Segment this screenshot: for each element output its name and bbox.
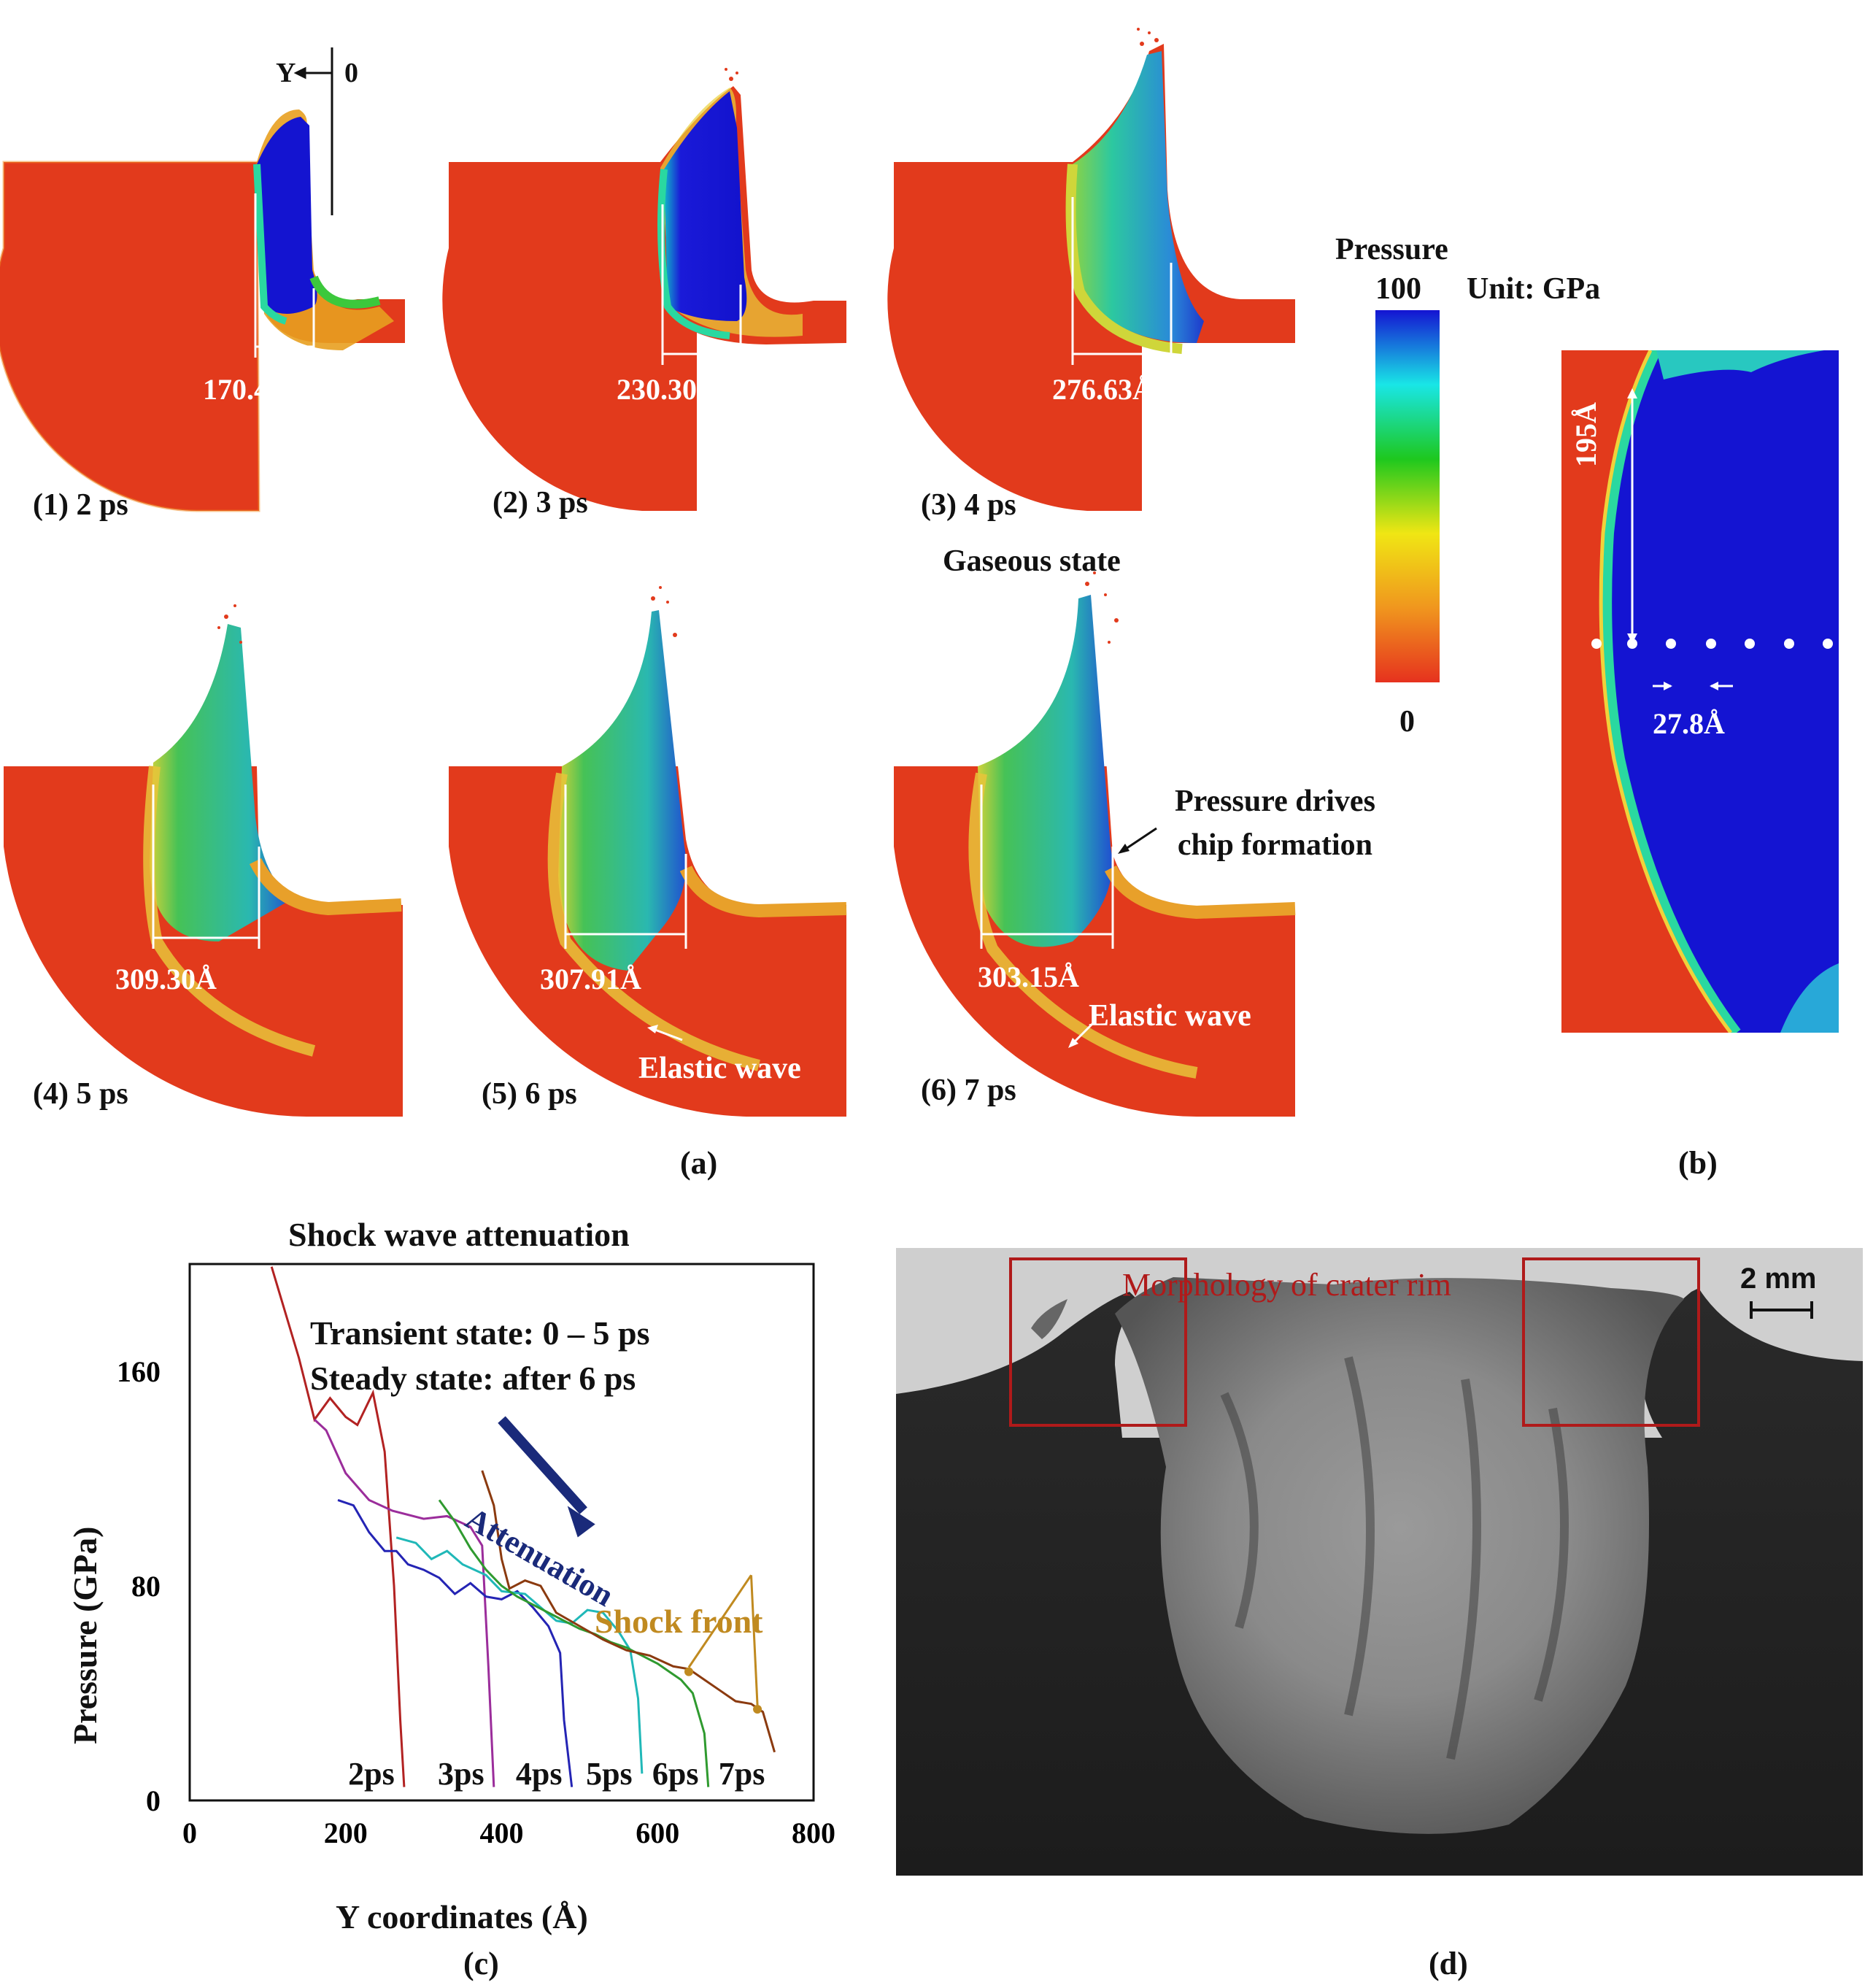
- y-tick-label: 80: [131, 1570, 161, 1603]
- series-label-4ps: 4ps: [516, 1756, 563, 1792]
- frame-1-simulation: [0, 109, 405, 512]
- colorbar-title: Pressure: [1335, 233, 1448, 266]
- frame-3-label: (3) 4 ps: [921, 488, 1016, 522]
- measure-lines: [152, 193, 1173, 949]
- panel-a-frames: [0, 28, 1299, 1117]
- shock-front-pointer-2: [750, 1575, 759, 1706]
- caption-c: (c): [463, 1946, 499, 1981]
- chart-title: Shock wave attenuation: [288, 1216, 630, 1253]
- chip-formation-line1: Pressure drives: [1175, 785, 1375, 818]
- caption-b: (b): [1678, 1145, 1718, 1181]
- caption-d: (d): [1429, 1946, 1468, 1981]
- chart-x-label: Y coordinates (Å): [336, 1898, 588, 1935]
- frame-1-width: 170.45Å: [203, 373, 304, 406]
- series-line-5ps: [395, 1536, 644, 1774]
- crater-rim-title: Morphology of crater rim: [1122, 1267, 1451, 1303]
- scale-bar: [1750, 1301, 1813, 1319]
- panel-b-crater-detail: [1561, 350, 1839, 1033]
- x-tick-label: 200: [324, 1816, 368, 1849]
- series-label-6ps: 6ps: [652, 1756, 699, 1792]
- frame-6-simulation: [894, 591, 1299, 1117]
- annotation-arrows: [647, 827, 1157, 1048]
- spacing-label: 27.8Å: [1653, 707, 1725, 740]
- attenuation-arrow: [498, 1416, 587, 1514]
- series-label-3ps: 3ps: [438, 1756, 484, 1792]
- height-195-label: 195Å: [1569, 402, 1602, 467]
- chart-annotation-transient: Transient state: 0 – 5 ps: [310, 1314, 650, 1352]
- scale-bar-label: 2 mm: [1740, 1263, 1817, 1295]
- colorbar-gradient: [1375, 310, 1440, 682]
- chart-y-label: Pressure (GPa): [66, 1526, 104, 1744]
- gaseous-particles: [217, 28, 1159, 644]
- crater-rim-box-left: [1009, 1257, 1187, 1427]
- x-tick-label: 0: [182, 1816, 197, 1849]
- probe-points: [1591, 639, 1833, 649]
- x-tick-label: 800: [792, 1816, 835, 1849]
- frame-4-simulation: [4, 620, 405, 1117]
- series-line-4ps: [337, 1498, 574, 1787]
- series-line-2ps: [270, 1266, 406, 1787]
- frame-5-width: 307.91Å: [540, 963, 641, 995]
- shock-front-marker-2: [753, 1705, 762, 1714]
- y-axis-indicator: [293, 47, 333, 215]
- series-line-7ps: [481, 1470, 776, 1753]
- frame-3-width: 276.63Å: [1052, 373, 1154, 406]
- colorbar-max: 100: [1375, 272, 1421, 306]
- frame-2-width: 230.30Å: [617, 373, 718, 406]
- colorbar-unit: Unit: GPa: [1467, 272, 1601, 306]
- chart-annotation-shock-front: Shock front: [595, 1603, 763, 1640]
- series-label-5ps: 5ps: [586, 1756, 633, 1792]
- elastic-wave-5-label: Elastic wave: [638, 1052, 801, 1085]
- y-tick-label: 0: [146, 1784, 161, 1817]
- frame-4-label: (4) 5 ps: [33, 1077, 128, 1111]
- shock-front-pointer-1: [687, 1574, 752, 1668]
- caption-a: (a): [680, 1145, 718, 1181]
- frame-2-simulation: [442, 86, 846, 511]
- frame-6-label: (6) 7 ps: [921, 1074, 1016, 1107]
- frame-1-label: (1) 2 ps: [33, 488, 128, 522]
- shock-front-marker-1: [684, 1667, 693, 1676]
- elastic-wave-6-label: Elastic wave: [1089, 999, 1251, 1033]
- series-label-7ps: 7ps: [719, 1756, 765, 1792]
- shock-wave-chart: 2ps 3ps 4ps 5ps 6ps 7ps 0 200 400 600 800 0 80 160: [117, 1263, 835, 1849]
- attenuation-arrow-head: [567, 1506, 595, 1538]
- series-label-2ps: 2ps: [348, 1756, 395, 1792]
- frame-3-simulation: [887, 44, 1295, 511]
- plot-frame: [188, 1263, 815, 1802]
- chip-formation-line2: chip formation: [1177, 828, 1373, 862]
- frame-4-width: 309.30Å: [115, 963, 217, 995]
- frame-6-width: 303.15Å: [978, 960, 1079, 993]
- axis-y-label: Y: [276, 58, 296, 88]
- colorbar-min: 0: [1399, 705, 1415, 739]
- gaseous-state-label: Gaseous state: [943, 544, 1121, 578]
- frame-5-label: (5) 6 ps: [482, 1077, 577, 1111]
- crater-photograph: [896, 1248, 1863, 1876]
- series-line-3ps: [313, 1419, 495, 1787]
- frame-2-label: (2) 3 ps: [493, 486, 588, 520]
- frame-5-simulation: [449, 606, 850, 1117]
- chart-annotation-steady: Steady state: after 6 ps: [310, 1360, 636, 1397]
- crater-rim-box-right: [1522, 1257, 1700, 1427]
- x-tick-label: 600: [636, 1816, 679, 1849]
- axis-zero-label: 0: [344, 58, 358, 88]
- chip-formation-label: Pressure drives chip formation: [1175, 779, 1375, 867]
- x-tick-label: 400: [480, 1816, 524, 1849]
- y-tick-label: 160: [117, 1355, 161, 1388]
